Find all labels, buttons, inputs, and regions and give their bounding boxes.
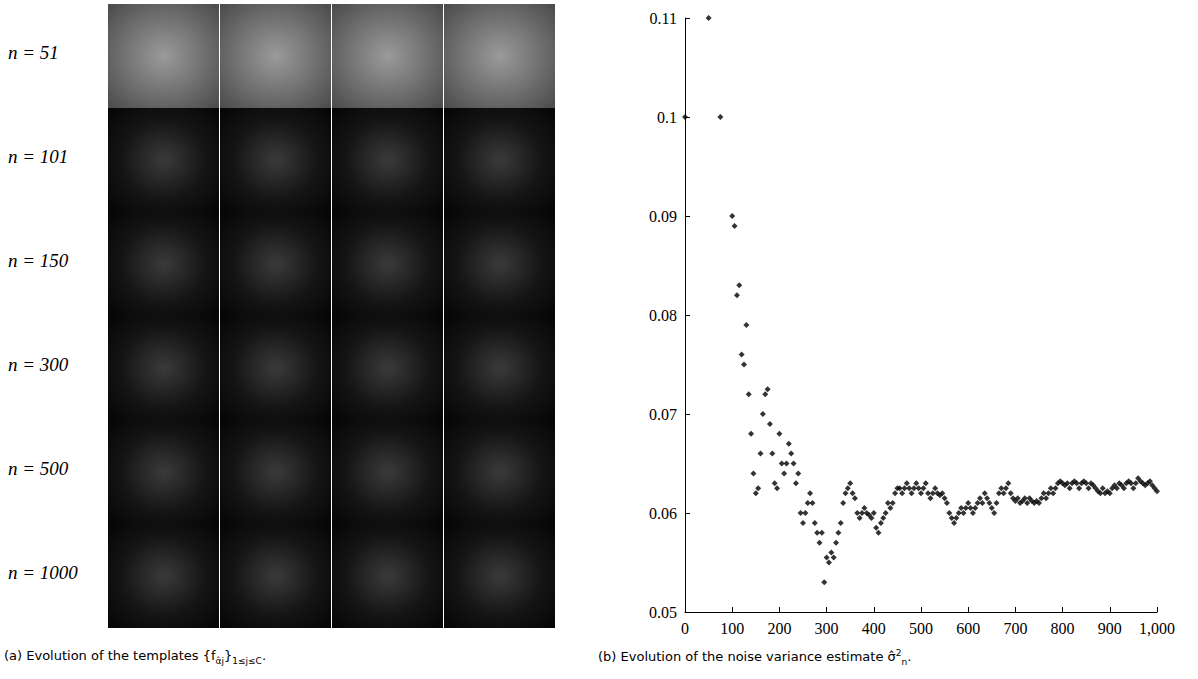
svg-text:400: 400 xyxy=(862,620,886,637)
svg-text:200: 200 xyxy=(767,620,791,637)
html-text:n = 1000: n = 1000 xyxy=(8,562,78,583)
html-text:n = 300: n = 300 xyxy=(8,354,69,375)
svg-text:0.1: 0.1 xyxy=(657,109,677,126)
html-text:(a) Evolution of the templates: (a) Evolution of the templates {fα̂j}1≤j… xyxy=(4,648,266,666)
svg-text:800: 800 xyxy=(1051,620,1075,637)
svg-text:700: 700 xyxy=(1003,620,1027,637)
svg-text:0.08: 0.08 xyxy=(649,307,677,324)
svg-text:0.11: 0.11 xyxy=(650,10,677,27)
svg-text:1,000: 1,000 xyxy=(1139,620,1175,637)
svg-text:900: 900 xyxy=(1098,620,1122,637)
svg-text:300: 300 xyxy=(815,620,839,637)
svg-text:0.07: 0.07 xyxy=(649,406,677,423)
svg-text:0.09: 0.09 xyxy=(649,208,677,225)
svg-text:600: 600 xyxy=(956,620,980,637)
html-text:n = 101: n = 101 xyxy=(8,146,69,167)
html-text:(b) Evolution of the noise var: (b) Evolution of the noise variance esti… xyxy=(598,648,902,665)
html-text:n.: n. xyxy=(901,649,912,667)
svg-text:500: 500 xyxy=(909,620,933,637)
html-text:n = 150: n = 150 xyxy=(8,250,69,271)
svg-text:100: 100 xyxy=(720,620,744,637)
html-text:n = 51: n = 51 xyxy=(8,42,59,63)
html-text:n = 500: n = 500 xyxy=(8,458,69,479)
svg-text:0: 0 xyxy=(681,620,689,637)
svg-text:0.06: 0.06 xyxy=(649,505,677,522)
svg-text:0.05: 0.05 xyxy=(649,604,677,621)
